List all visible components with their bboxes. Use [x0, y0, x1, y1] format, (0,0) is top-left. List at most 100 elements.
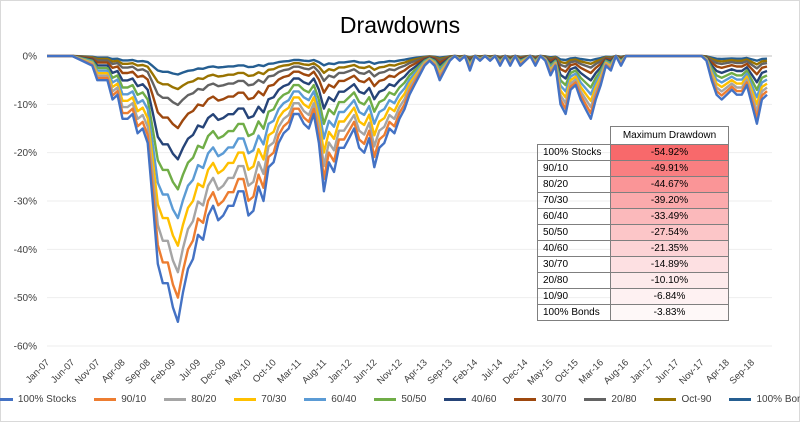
y-tick-label: -40%	[14, 245, 37, 256]
y-tick-label: -20%	[14, 148, 37, 159]
x-tick-label: May-10	[223, 357, 253, 387]
x-tick-label: May-15	[525, 357, 555, 387]
legend-swatch	[654, 398, 677, 401]
x-tick-label: Jun-07	[49, 357, 77, 385]
table-row: 70/30 -39.20%	[537, 192, 729, 209]
legend-swatch	[374, 398, 397, 401]
legend-item: 60/40	[304, 394, 356, 405]
x-tick-label: Jan-07	[24, 357, 52, 385]
x-tick-label: Mar-11	[275, 357, 304, 386]
table-row-label: 40/60	[537, 240, 611, 257]
chart-legend: 100% Stocks 90/10 80/20 70/30 60/40 50/50 40/6…	[0, 394, 800, 405]
legend-item: Oct-90	[654, 394, 711, 405]
legend-swatch	[164, 398, 187, 401]
max-drawdown-table: Maximum Drawdown 100% Stocks -54.92% 90/10…	[537, 126, 729, 321]
x-tick-label: Nov-17	[677, 357, 706, 386]
table-row-value: -10.10%	[610, 272, 729, 289]
x-tick-label: Feb-09	[149, 357, 178, 386]
table-row-value: -21.35%	[610, 240, 729, 257]
legend-label: 60/40	[331, 394, 357, 405]
y-tick-label: -10%	[14, 100, 37, 111]
series-line-100-stocks	[47, 54, 768, 323]
legend-item: 100% Bonds	[729, 394, 800, 405]
y-tick-label: -60%	[14, 342, 37, 353]
x-tick-label: Jun-17	[653, 357, 681, 385]
x-tick-label: Dec-09	[199, 357, 228, 386]
table-row-label: 60/40	[537, 208, 611, 225]
legend-item: 50/50	[374, 394, 426, 405]
y-tick-label: -50%	[14, 293, 37, 304]
table-row-value: -3.83%	[610, 304, 729, 321]
legend-swatch	[0, 398, 13, 401]
table-header: Maximum Drawdown	[610, 126, 729, 145]
x-tick-label: Jan-17	[628, 357, 656, 385]
table-row-label: 10/90	[537, 288, 611, 305]
legend-item: 40/60	[444, 394, 496, 405]
x-tick-label: Sep-08	[123, 357, 152, 386]
legend-label: 40/60	[471, 394, 497, 405]
legend-label: 20/80	[611, 394, 637, 405]
legend-label: 90/10	[121, 394, 147, 405]
table-row: 40/60 -21.35%	[537, 240, 729, 257]
table-row: 20/80 -10.10%	[537, 272, 729, 289]
table-row: 100% Bonds -3.83%	[537, 304, 729, 321]
legend-label: 100% Bonds	[756, 394, 800, 405]
table-row-value: -6.84%	[610, 288, 729, 305]
legend-swatch	[584, 398, 607, 401]
legend-item: 100% Stocks	[0, 394, 76, 405]
table-row-value: -14.89%	[610, 256, 729, 273]
table-row-value: -39.20%	[610, 192, 729, 209]
legend-label: 80/20	[191, 394, 217, 405]
table-row-label: 70/30	[537, 192, 611, 209]
table-row: 60/40 -33.49%	[537, 208, 729, 225]
table-row-value: -27.54%	[610, 224, 729, 241]
table-row-label: 30/70	[537, 256, 611, 273]
table-row-value: -54.92%	[610, 144, 729, 161]
x-tick-label: Jun-12	[351, 357, 379, 385]
x-tick-label: Sep-18	[728, 357, 757, 386]
table-row-label: 100% Stocks	[537, 144, 611, 161]
table-row-label: 90/10	[537, 160, 611, 177]
legend-swatch	[304, 398, 327, 401]
x-tick-label: Nov-07	[73, 357, 102, 386]
x-tick-label: Apr-13	[402, 357, 430, 385]
legend-label: 100% Stocks	[17, 394, 77, 405]
x-tick-label: Oct-15	[553, 357, 581, 385]
table-row-value: -44.67%	[610, 176, 729, 193]
x-tick-label: Feb-14	[451, 357, 480, 386]
legend-item: 90/10	[94, 394, 146, 405]
legend-item: 80/20	[164, 394, 216, 405]
x-tick-label: Aug-16	[602, 357, 631, 386]
table-row-label: 20/80	[537, 272, 611, 289]
y-tick-label: -30%	[14, 197, 37, 208]
legend-swatch	[234, 398, 257, 401]
legend-label: 50/50	[401, 394, 427, 405]
legend-label: Oct-90	[681, 394, 712, 405]
table-row: 10/90 -6.84%	[537, 288, 729, 305]
legend-label: 70/30	[261, 394, 287, 405]
x-tick-label: Sep-13	[425, 357, 454, 386]
legend-item: 30/70	[514, 394, 566, 405]
table-row: 100% Stocks -54.92%	[537, 144, 729, 161]
table-row: 50/50 -27.54%	[537, 224, 729, 241]
y-tick-label: 0%	[23, 52, 38, 63]
table-row-value: -33.49%	[610, 208, 729, 225]
legend-label: 30/70	[541, 394, 567, 405]
legend-item: 70/30	[234, 394, 286, 405]
x-tick-label: Apr-08	[100, 357, 128, 385]
x-tick-label: Jan-12	[326, 357, 354, 385]
x-tick-label: Aug-11	[300, 357, 329, 386]
legend-swatch	[444, 398, 467, 401]
legend-swatch	[514, 398, 537, 401]
x-tick-label: Nov-12	[375, 357, 404, 386]
x-tick-label: Oct-10	[251, 357, 279, 385]
table-row-label: 100% Bonds	[537, 304, 611, 321]
table-row-value: -49.91%	[610, 160, 729, 177]
legend-swatch	[94, 398, 117, 401]
x-tick-label: Dec-14	[501, 357, 530, 386]
legend-swatch	[729, 398, 752, 401]
table-corner	[538, 127, 611, 145]
table-row: 30/70 -14.89%	[537, 256, 729, 273]
x-tick-label: Mar-16	[577, 357, 606, 386]
table-row: 90/10 -49.91%	[537, 160, 729, 177]
